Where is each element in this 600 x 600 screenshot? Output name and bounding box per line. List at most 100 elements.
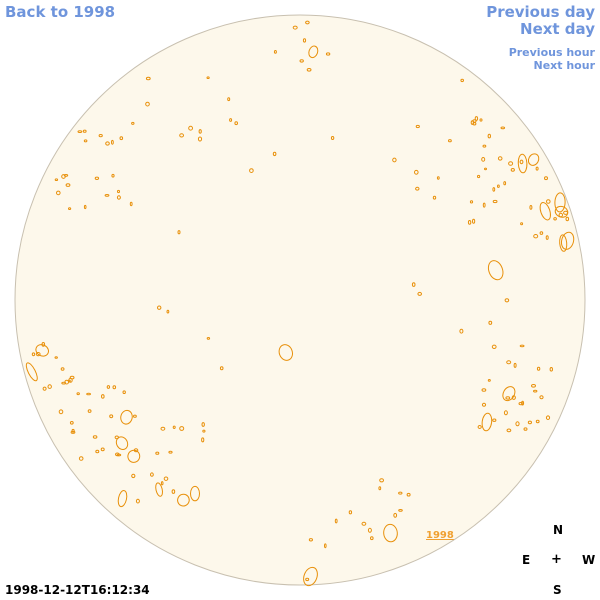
contour-feature bbox=[197, 136, 203, 142]
contour-feature bbox=[484, 167, 487, 171]
contour-feature bbox=[104, 194, 110, 197]
next-hour-link[interactable]: Next hour bbox=[533, 59, 596, 72]
contour-feature bbox=[86, 392, 91, 396]
contour-feature bbox=[367, 527, 372, 533]
contour-feature bbox=[112, 385, 117, 390]
contour-feature bbox=[477, 174, 481, 179]
contour-feature bbox=[488, 320, 493, 325]
contour-feature bbox=[544, 176, 548, 181]
contour-feature bbox=[229, 118, 233, 122]
contour-feature bbox=[305, 577, 310, 582]
contour-feature bbox=[116, 195, 121, 200]
contour-feature bbox=[145, 76, 151, 81]
contour-feature bbox=[517, 153, 528, 174]
contour-feature bbox=[131, 473, 136, 479]
contour-feature bbox=[472, 218, 476, 224]
contour-feature bbox=[168, 450, 173, 454]
contour-feature bbox=[565, 216, 570, 222]
contour-feature bbox=[487, 379, 491, 382]
contour-feature bbox=[527, 420, 533, 425]
contour-feature bbox=[549, 367, 553, 372]
contour-feature bbox=[411, 282, 416, 287]
contour-feature bbox=[60, 367, 65, 371]
contour-feature bbox=[190, 485, 200, 502]
contour-feature bbox=[392, 157, 397, 163]
contour-feature bbox=[100, 447, 105, 452]
next-day-link[interactable]: Next day bbox=[520, 20, 595, 38]
contour-feature bbox=[41, 342, 46, 347]
contour-feature bbox=[68, 377, 73, 383]
contour-feature bbox=[201, 437, 205, 443]
contour-feature bbox=[502, 386, 516, 402]
contour-feature bbox=[234, 121, 238, 126]
contour-feature bbox=[460, 78, 465, 83]
contour-feature bbox=[519, 159, 524, 165]
contour-feature bbox=[472, 122, 477, 126]
previous-day-link[interactable]: Previous day bbox=[486, 3, 595, 21]
contour-feature bbox=[94, 176, 100, 181]
contour-feature bbox=[539, 395, 544, 400]
previous-hour-link[interactable]: Previous hour bbox=[508, 46, 595, 59]
contour-feature bbox=[448, 139, 452, 143]
contour-feature bbox=[492, 199, 498, 204]
contour-feature bbox=[219, 366, 224, 371]
contour-feature bbox=[272, 151, 277, 157]
contour-feature bbox=[513, 362, 517, 368]
contour-feature bbox=[370, 536, 374, 541]
contour-feature bbox=[119, 136, 124, 141]
contour-feature bbox=[109, 414, 114, 419]
contour-feature bbox=[477, 425, 482, 429]
contour-feature bbox=[145, 101, 150, 107]
contour-feature bbox=[177, 493, 190, 507]
contour-feature bbox=[506, 428, 512, 433]
contour-feature bbox=[150, 472, 154, 477]
contour-feature bbox=[64, 379, 69, 385]
contour-feature bbox=[481, 157, 486, 162]
contour-feature bbox=[157, 305, 162, 310]
contour-feature bbox=[510, 168, 515, 172]
active-region-contours bbox=[25, 20, 575, 587]
contour-feature bbox=[166, 309, 170, 314]
contour-feature bbox=[177, 230, 181, 235]
contour-feature bbox=[415, 186, 420, 191]
contour-feature bbox=[491, 344, 497, 349]
contour-feature bbox=[487, 260, 504, 281]
contour-feature bbox=[500, 126, 506, 130]
contour-feature bbox=[482, 202, 486, 208]
contour-feature bbox=[87, 409, 92, 413]
contour-feature bbox=[120, 409, 133, 425]
contour-feature bbox=[69, 421, 74, 425]
contour-feature bbox=[83, 204, 87, 210]
observation-timestamp: 1998-12-12T16:12:34 bbox=[5, 583, 150, 597]
contour-feature bbox=[54, 178, 59, 181]
contour-feature bbox=[42, 386, 47, 391]
contour-feature bbox=[535, 419, 540, 424]
contour-feature bbox=[202, 429, 206, 433]
contour-feature bbox=[25, 362, 38, 382]
contour-feature bbox=[82, 129, 87, 133]
compass-center: + bbox=[551, 552, 562, 567]
contour-feature bbox=[467, 220, 472, 225]
contour-feature bbox=[127, 449, 141, 463]
contour-feature bbox=[497, 184, 500, 188]
contour-feature bbox=[481, 412, 493, 432]
contour-feature bbox=[417, 291, 423, 296]
contour-feature bbox=[122, 390, 126, 395]
contour-feature bbox=[115, 436, 129, 450]
contour-feature bbox=[521, 400, 525, 406]
contour-feature bbox=[529, 205, 533, 210]
contour-feature bbox=[65, 183, 71, 187]
contour-feature bbox=[135, 498, 140, 504]
contour-feature bbox=[481, 388, 487, 392]
contour-feature bbox=[160, 481, 164, 486]
back-to-year-link[interactable]: Back to 1998 bbox=[5, 3, 116, 21]
contour-feature bbox=[305, 20, 310, 25]
contour-feature bbox=[545, 415, 551, 421]
contour-feature bbox=[518, 402, 524, 406]
contour-feature bbox=[273, 50, 277, 54]
contour-feature bbox=[503, 410, 508, 416]
year-link[interactable]: 1998 bbox=[426, 530, 454, 541]
contour-feature bbox=[503, 181, 507, 186]
contour-feature bbox=[56, 190, 61, 196]
